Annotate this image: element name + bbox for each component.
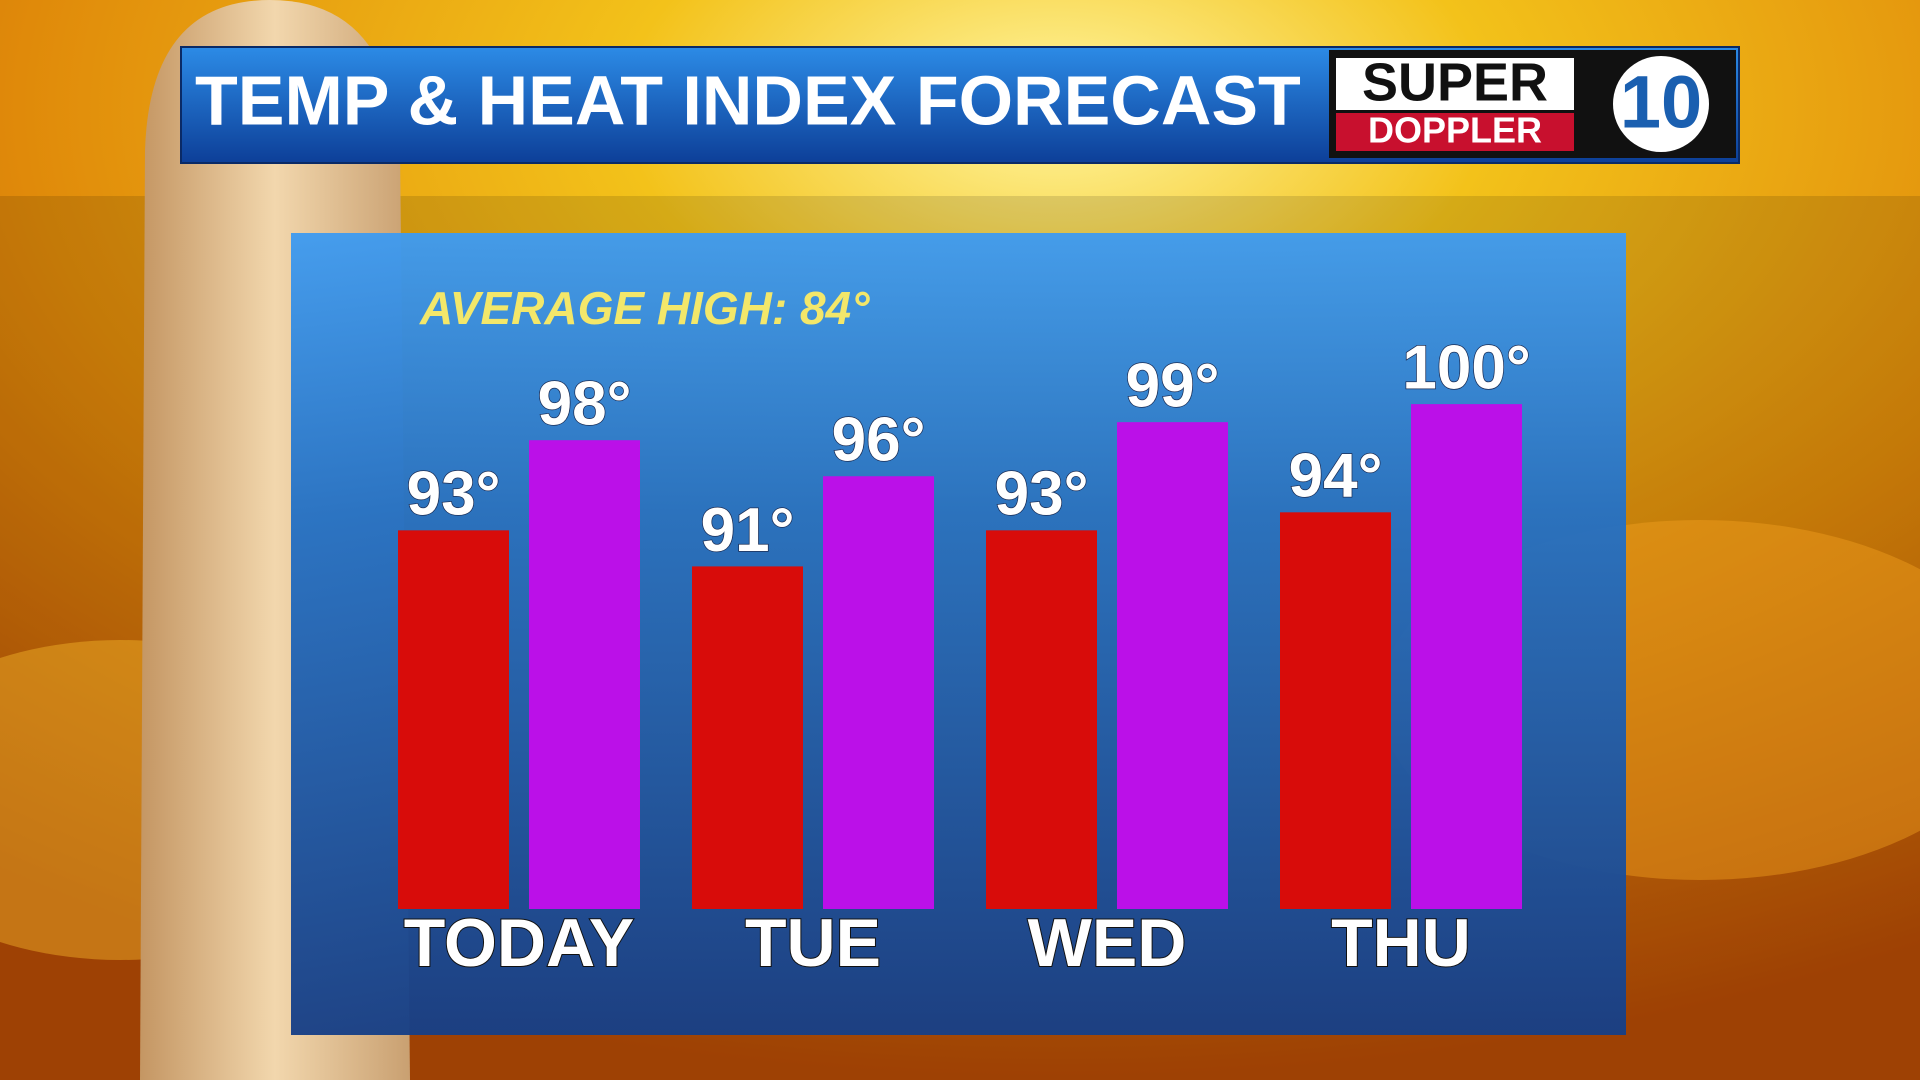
plot: 93° 98° TODAY 91° 96° TUE 93° 99° WED 94° 100° THU [398, 333, 1531, 982]
x-tick-label: TUE [745, 905, 881, 981]
x-tick-label: TODAY [404, 905, 635, 981]
bar [1117, 422, 1228, 909]
bar [1411, 404, 1522, 909]
value-label: 93° [407, 460, 501, 529]
bar [823, 476, 934, 909]
x-tick-label: WED [1028, 905, 1187, 981]
value-label: 94° [1289, 442, 1383, 511]
chart-panel [291, 233, 1626, 1035]
logo-doppler-bg [1336, 113, 1574, 151]
bar [1280, 512, 1391, 909]
logo-super: SUPER [1362, 52, 1548, 112]
x-tick-label: THU [1331, 905, 1471, 981]
value-label: 93° [995, 460, 1089, 529]
value-label: 91° [701, 496, 795, 565]
logo-super-bg [1336, 58, 1574, 110]
logo-number: 10 [1620, 61, 1702, 144]
bar [529, 440, 640, 909]
value-label: 98° [538, 370, 632, 439]
bar [986, 530, 1097, 909]
value-label: 100° [1402, 334, 1530, 403]
annotation: AVERAGE HIGH: 84° [419, 282, 870, 334]
logo-circle [1613, 56, 1709, 152]
value-label: 96° [832, 406, 926, 475]
bar [398, 530, 509, 909]
logo-doppler: DOPPLER [1368, 110, 1542, 151]
bar [692, 566, 803, 909]
value-label: 99° [1126, 352, 1220, 421]
chart-title: TEMP & HEAT INDEX FORECAST [195, 61, 1301, 139]
